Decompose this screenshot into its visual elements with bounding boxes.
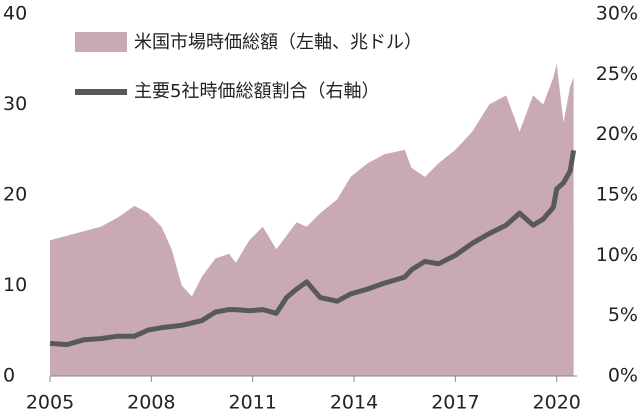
market-cap-area	[50, 63, 574, 377]
x-tick-label: 2014	[330, 392, 378, 414]
x-tick-label: 2008	[127, 392, 175, 414]
legend-swatch	[75, 32, 127, 52]
x-tick-label: 2011	[229, 392, 277, 414]
y-tick-label: 10	[3, 274, 27, 296]
legend-label: 米国市場時価総額（左軸、兆ドル）	[134, 32, 422, 53]
y2-tick-label: 0%	[608, 365, 638, 387]
y-tick-label: 30	[3, 93, 27, 115]
legend-label: 主要5社時価総額割合（右軸）	[134, 81, 379, 102]
y-tick-label: 20	[3, 184, 27, 206]
x-tick-label: 2020	[533, 392, 581, 414]
y2-tick-label: 25%	[596, 63, 638, 85]
y2-tick-label: 30%	[596, 3, 638, 25]
x-tick-label: 2017	[431, 392, 479, 414]
y2-tick-label: 5%	[608, 304, 638, 326]
y-tick-label: 40	[3, 3, 27, 25]
y2-tick-label: 20%	[596, 123, 638, 145]
x-tick-label: 2005	[26, 392, 74, 414]
share-line	[49, 149, 577, 348]
y2-tick-label: 15%	[596, 184, 638, 206]
y2-tick-label: 10%	[596, 244, 638, 266]
y-tick-label: 0	[3, 365, 15, 387]
